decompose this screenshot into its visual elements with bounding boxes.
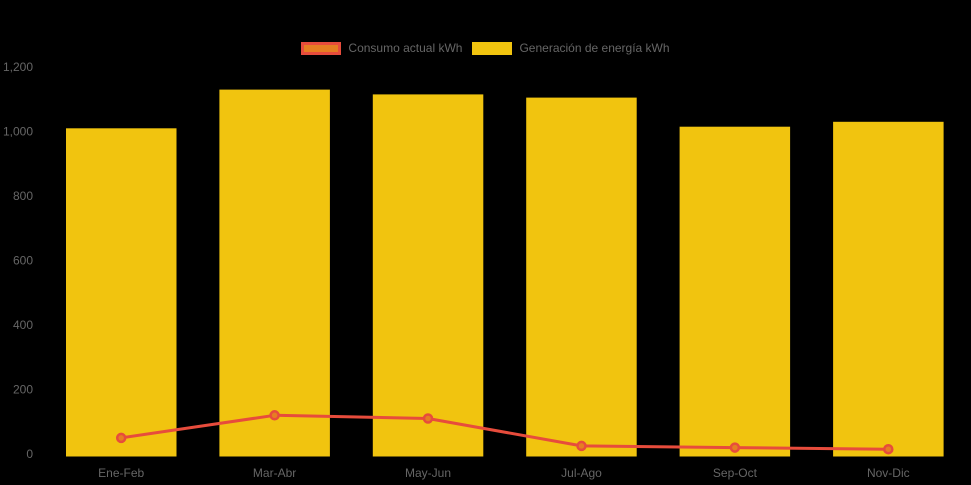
x-category-label: May-Jun [405,466,451,480]
bar-generacion [679,126,791,457]
consumo-line [119,413,890,451]
bar-generacion [833,121,944,457]
legend-label-generacion: Generación de energía kWh [519,40,670,55]
legend-label-consumo: Consumo actual kWh [348,40,463,55]
x-category-label: Jul-Ago [561,466,602,480]
x-category-label: Mar-Abr [253,466,296,480]
bar-generacion [66,128,177,457]
y-tick-label: 600 [13,254,33,268]
x-category-label: Ene-Feb [98,466,144,480]
consumo-point [576,440,587,452]
y-tick-label: 200 [13,383,33,397]
consumo-point [269,410,280,421]
y-tick-label: 0 [26,447,33,461]
y-tick-label: 400 [13,318,33,332]
y-tick-label: 1,000 [3,125,33,139]
legend-swatch-consumo [301,41,342,55]
consumo-point [883,443,894,455]
legend-item-consumo[interactable]: Consumo actual kWh [301,40,463,55]
legend-swatch-generacion [472,41,513,55]
bar-generacion [372,94,484,457]
legend-item-generacion[interactable]: Generación de energía kWh [472,40,670,55]
y-tick-label: 1,200 [3,60,33,74]
chart-legend: Consumo actual kWh Generación de energía… [0,39,971,57]
consumo-point [422,413,434,424]
y-tick-label: 800 [13,189,33,203]
consumo-point [729,442,741,453]
x-category-label: Nov-Dic [867,466,910,480]
bar-generacion [219,89,330,457]
bar-generacion [526,97,637,457]
x-category-label: Sep-Oct [713,466,758,480]
consumo-point [115,432,127,444]
